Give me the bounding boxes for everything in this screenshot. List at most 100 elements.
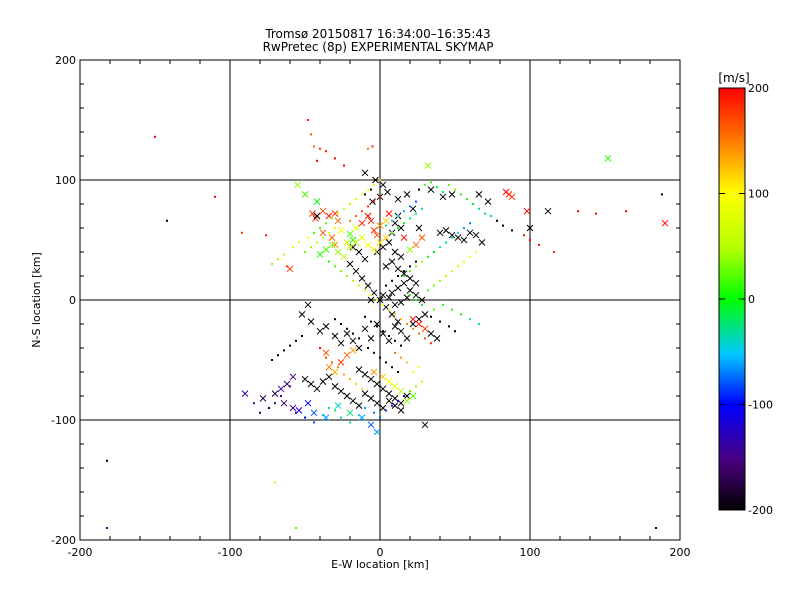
data-point-dot xyxy=(421,303,423,306)
data-point-x xyxy=(472,231,480,239)
data-point-x xyxy=(322,323,330,330)
colorbar-tick-label: 200 xyxy=(748,82,769,95)
data-point-dot xyxy=(106,459,108,462)
data-point-dot xyxy=(241,231,243,234)
data-point-x xyxy=(403,397,411,405)
data-point-x xyxy=(343,330,351,337)
data-point-dot xyxy=(166,219,168,222)
data-point-x xyxy=(346,230,354,238)
data-point-dot xyxy=(433,284,435,287)
data-point-x xyxy=(355,344,363,352)
data-point-dot xyxy=(442,303,444,306)
data-point-dot xyxy=(367,188,369,191)
data-point-x xyxy=(349,347,357,354)
data-point-dot xyxy=(403,210,405,213)
data-point-dot xyxy=(553,251,555,253)
data-point-dot xyxy=(292,246,294,249)
data-point-x xyxy=(409,320,417,328)
data-point-dot xyxy=(406,361,408,364)
data-point-dot xyxy=(451,236,453,239)
data-point-x xyxy=(358,234,366,241)
data-point-x xyxy=(331,210,339,217)
data-point-dot xyxy=(451,308,453,311)
data-point-x xyxy=(418,296,426,304)
data-point-x xyxy=(526,224,534,232)
x-axis-label: E-W location [km] xyxy=(331,558,429,571)
data-point-x xyxy=(523,207,531,215)
data-point-dot xyxy=(397,399,399,402)
x-tick-label: -200 xyxy=(68,546,93,559)
data-point-x xyxy=(475,191,483,198)
data-point-dot xyxy=(379,416,381,419)
data-points xyxy=(106,119,669,529)
data-point-x xyxy=(343,392,351,400)
data-point-x xyxy=(385,294,393,301)
data-point-x xyxy=(298,311,306,318)
data-point-dot xyxy=(421,260,423,263)
data-point-dot xyxy=(355,198,357,201)
colorbar-tick-label: 100 xyxy=(748,188,769,201)
data-point-dot xyxy=(325,222,327,225)
data-point-dot xyxy=(298,241,300,244)
data-point-x xyxy=(325,363,333,371)
data-point-dot xyxy=(154,135,156,138)
x-tick-label: 0 xyxy=(377,546,384,559)
data-point-dot xyxy=(307,119,309,121)
data-point-x xyxy=(319,229,327,237)
data-point-x xyxy=(412,279,420,287)
data-point-dot xyxy=(334,318,336,321)
data-point-dot xyxy=(316,241,318,244)
data-point-x xyxy=(316,327,324,335)
data-point-dot xyxy=(523,234,525,237)
data-point-x xyxy=(334,217,342,225)
data-point-x xyxy=(352,224,360,232)
data-point-dot xyxy=(310,133,312,136)
data-point-dot xyxy=(379,356,381,359)
data-point-dot xyxy=(337,212,339,215)
data-point-dot xyxy=(334,265,336,268)
data-point-dot xyxy=(367,347,369,349)
data-point-x xyxy=(241,390,249,397)
data-point-dot xyxy=(373,183,375,186)
data-point-dot xyxy=(409,294,411,297)
data-point-dot xyxy=(325,356,327,359)
data-point-dot xyxy=(388,308,390,311)
data-point-dot xyxy=(400,356,402,359)
data-point-x xyxy=(313,385,321,393)
data-point-dot xyxy=(286,265,288,268)
data-point-dot xyxy=(349,219,351,222)
data-point-x xyxy=(337,227,345,234)
data-point-x xyxy=(385,390,393,397)
data-point-x xyxy=(367,217,375,225)
data-point-x xyxy=(313,198,321,205)
data-point-dot xyxy=(391,366,393,369)
data-point-dot xyxy=(373,200,375,203)
data-point-x xyxy=(316,251,324,258)
data-point-dot xyxy=(403,275,405,277)
data-point-dot xyxy=(415,260,417,263)
data-point-x xyxy=(310,409,318,417)
data-point-dot xyxy=(319,227,321,229)
data-point-x xyxy=(364,241,372,249)
data-point-x xyxy=(385,378,393,385)
data-point-x xyxy=(355,402,363,409)
axis-ticks: -200 -100 0 100 200 -200 -100 0 100 200 xyxy=(51,54,690,559)
data-point-dot xyxy=(313,145,315,148)
data-point-x xyxy=(376,239,384,246)
data-point-x xyxy=(400,234,408,241)
chart-title: Tromsø 20150817 16:34:00–16:35:43 xyxy=(264,27,490,41)
data-point-dot xyxy=(352,279,354,282)
data-point-dot xyxy=(391,279,393,282)
data-point-x xyxy=(349,397,357,405)
data-point-x xyxy=(271,390,279,397)
data-point-x xyxy=(403,191,411,198)
data-point-dot xyxy=(391,219,393,222)
data-point-x xyxy=(403,392,411,400)
data-point-dot xyxy=(433,308,435,311)
data-point-dot xyxy=(361,193,363,196)
data-point-x xyxy=(427,186,435,193)
data-point-dot xyxy=(277,258,279,261)
data-point-x xyxy=(313,212,321,220)
data-point-dot xyxy=(265,234,267,237)
